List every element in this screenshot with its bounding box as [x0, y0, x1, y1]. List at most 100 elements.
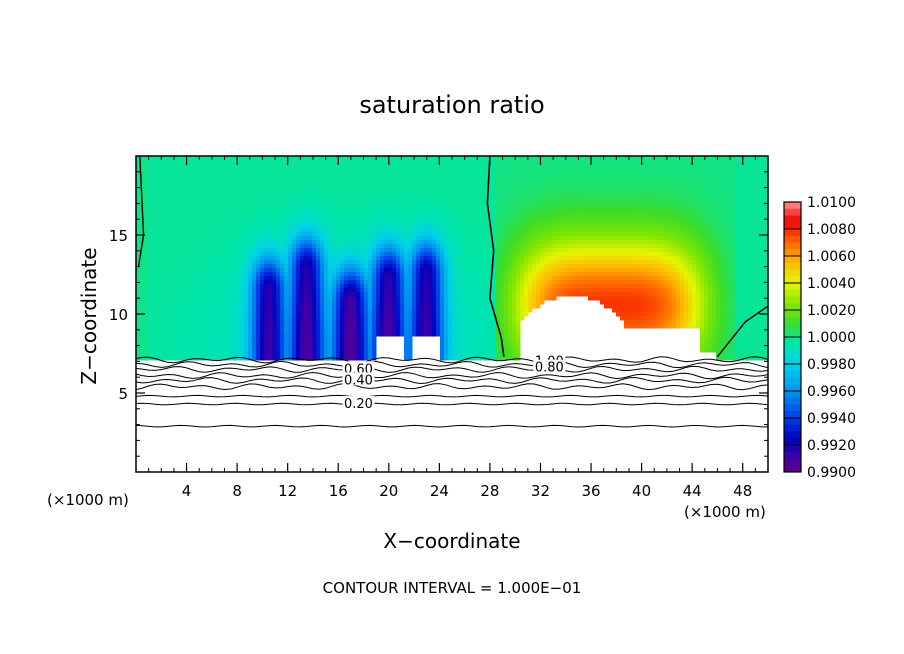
heatmap-cell	[312, 256, 317, 261]
heatmap-cell	[452, 276, 457, 281]
heatmap-cell	[392, 168, 397, 173]
heatmap-cell	[380, 188, 385, 193]
heatmap-cell	[580, 196, 585, 201]
heatmap-cell	[356, 192, 361, 197]
heatmap-cell	[736, 272, 741, 277]
heatmap-cell	[660, 160, 665, 165]
heatmap-cell	[616, 228, 621, 233]
heatmap-cell	[424, 180, 429, 185]
heatmap-cell	[204, 248, 209, 253]
heatmap-cell	[308, 276, 313, 281]
heatmap-cell	[716, 244, 721, 249]
heatmap-cell	[244, 164, 249, 169]
heatmap-cell	[384, 224, 389, 229]
heatmap-cell	[288, 240, 293, 245]
heatmap-cell	[196, 260, 201, 265]
heatmap-cell	[608, 180, 613, 185]
heatmap-cell	[376, 220, 381, 225]
heatmap-cell	[164, 188, 169, 193]
heatmap-cell	[176, 192, 181, 197]
heatmap-cell	[720, 220, 725, 225]
heatmap-cell	[228, 184, 233, 189]
heatmap-cell	[716, 208, 721, 213]
heatmap-cell	[264, 192, 269, 197]
heatmap-cell	[472, 164, 477, 169]
heatmap-cell	[164, 156, 169, 161]
heatmap-cell	[156, 160, 161, 165]
heatmap-cell	[720, 276, 725, 281]
heatmap-cell	[380, 204, 385, 209]
heatmap-cell	[312, 180, 317, 185]
heatmap-cell	[436, 176, 441, 181]
heatmap-cell	[480, 212, 485, 217]
heatmap-cell	[168, 264, 173, 269]
heatmap-cell	[348, 236, 353, 241]
heatmap-cell	[328, 196, 333, 201]
heatmap-cell	[316, 164, 321, 169]
heatmap-cell	[396, 252, 401, 257]
heatmap-cell	[428, 168, 433, 173]
heatmap-cell	[748, 188, 753, 193]
heatmap-cell	[572, 216, 577, 221]
heatmap-cell	[752, 276, 757, 281]
heatmap-cell	[148, 256, 153, 261]
heatmap-cell	[352, 188, 357, 193]
heatmap-cell	[480, 216, 485, 221]
heatmap-cell	[364, 244, 369, 249]
heatmap-cell	[384, 252, 389, 257]
heatmap-cell	[380, 220, 385, 225]
heatmap-cell	[676, 264, 681, 269]
heatmap-cell	[380, 216, 385, 221]
heatmap-cell	[504, 280, 509, 285]
heatmap-cell	[452, 272, 457, 277]
heatmap-cell	[256, 236, 261, 241]
heatmap-cell	[744, 232, 749, 237]
heatmap-cell	[636, 184, 641, 189]
heatmap-cell	[580, 192, 585, 197]
heatmap-cell	[676, 252, 681, 257]
heatmap-cell	[528, 192, 533, 197]
heatmap-cell	[360, 216, 365, 221]
heatmap-cell	[616, 156, 621, 161]
heatmap-cell	[324, 192, 329, 197]
heatmap-cell	[404, 196, 409, 201]
heatmap-cell	[520, 248, 525, 253]
heatmap-cell	[364, 216, 369, 221]
heatmap-cell	[680, 264, 685, 269]
heatmap-cell	[404, 228, 409, 233]
heatmap-cell	[304, 204, 309, 209]
heatmap-cell	[372, 264, 377, 269]
heatmap-cell	[248, 172, 253, 177]
heatmap-cell	[452, 172, 457, 177]
heatmap-cell	[272, 188, 277, 193]
heatmap-cell	[668, 224, 673, 229]
heatmap-cell	[272, 272, 277, 277]
heatmap-cell	[664, 192, 669, 197]
heatmap-cell	[228, 216, 233, 221]
heatmap-cell	[484, 224, 489, 229]
heatmap-cell	[284, 192, 289, 197]
heatmap-cell	[512, 164, 517, 169]
heatmap-cell	[488, 276, 493, 281]
heatmap-cell	[520, 228, 525, 233]
heatmap-cell	[244, 280, 249, 285]
heatmap-cell	[344, 256, 349, 261]
heatmap-cell	[416, 196, 421, 201]
heatmap-cell	[752, 272, 757, 277]
heatmap-cell	[400, 184, 405, 189]
heatmap-cell	[148, 280, 153, 285]
heatmap-cell	[564, 256, 569, 261]
heatmap-cell	[632, 232, 637, 237]
heatmap-cell	[284, 244, 289, 249]
heatmap-cell	[504, 232, 509, 237]
heatmap-cell	[192, 244, 197, 249]
heatmap-cell	[408, 260, 413, 265]
heatmap-cell	[712, 156, 717, 161]
heatmap-cell	[588, 200, 593, 205]
heatmap-cell	[756, 268, 761, 273]
heatmap-cell	[624, 156, 629, 161]
heatmap-cell	[352, 248, 357, 253]
heatmap-cell	[204, 168, 209, 173]
heatmap-cell	[640, 248, 645, 253]
heatmap-cell	[748, 176, 753, 181]
